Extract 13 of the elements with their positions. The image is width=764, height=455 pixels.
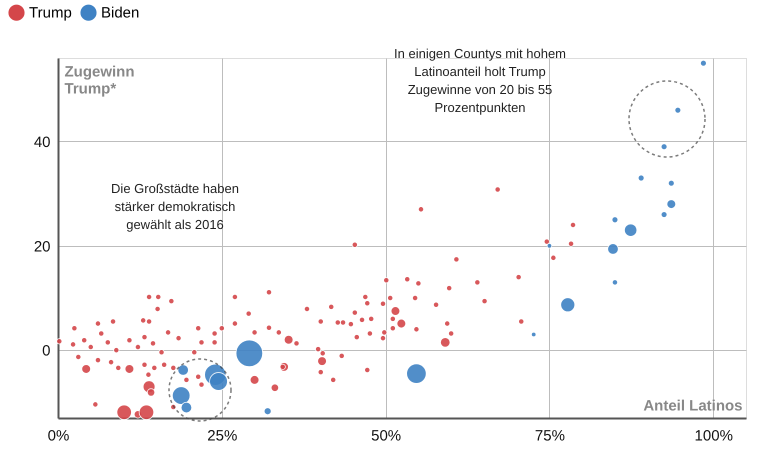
annotation: In einigen Countys mit hohem Latinoanteil holt Trump Zugewinne von 20 bis 55 Prozentpunkten bbox=[394, 46, 566, 115]
y-tick-label: 40 bbox=[34, 134, 50, 151]
x-tick-label: 50% bbox=[371, 428, 402, 444]
x-tick-label: 0% bbox=[48, 428, 70, 444]
y-tick-label: 0 bbox=[42, 342, 50, 360]
legend-label: Trump bbox=[29, 4, 72, 22]
legend-label: Biden bbox=[101, 4, 140, 22]
x-tick-label: 100% bbox=[694, 428, 733, 444]
annotation: Die Großstädte haben stärker demokratisch gewählt als 2016 bbox=[111, 181, 239, 232]
x-tick-label: 75% bbox=[534, 428, 565, 444]
y-axis-title: Zugewinn Trump* bbox=[64, 64, 134, 98]
y-tick-label: 20 bbox=[34, 238, 50, 256]
x-tick-label: 25% bbox=[207, 428, 238, 444]
